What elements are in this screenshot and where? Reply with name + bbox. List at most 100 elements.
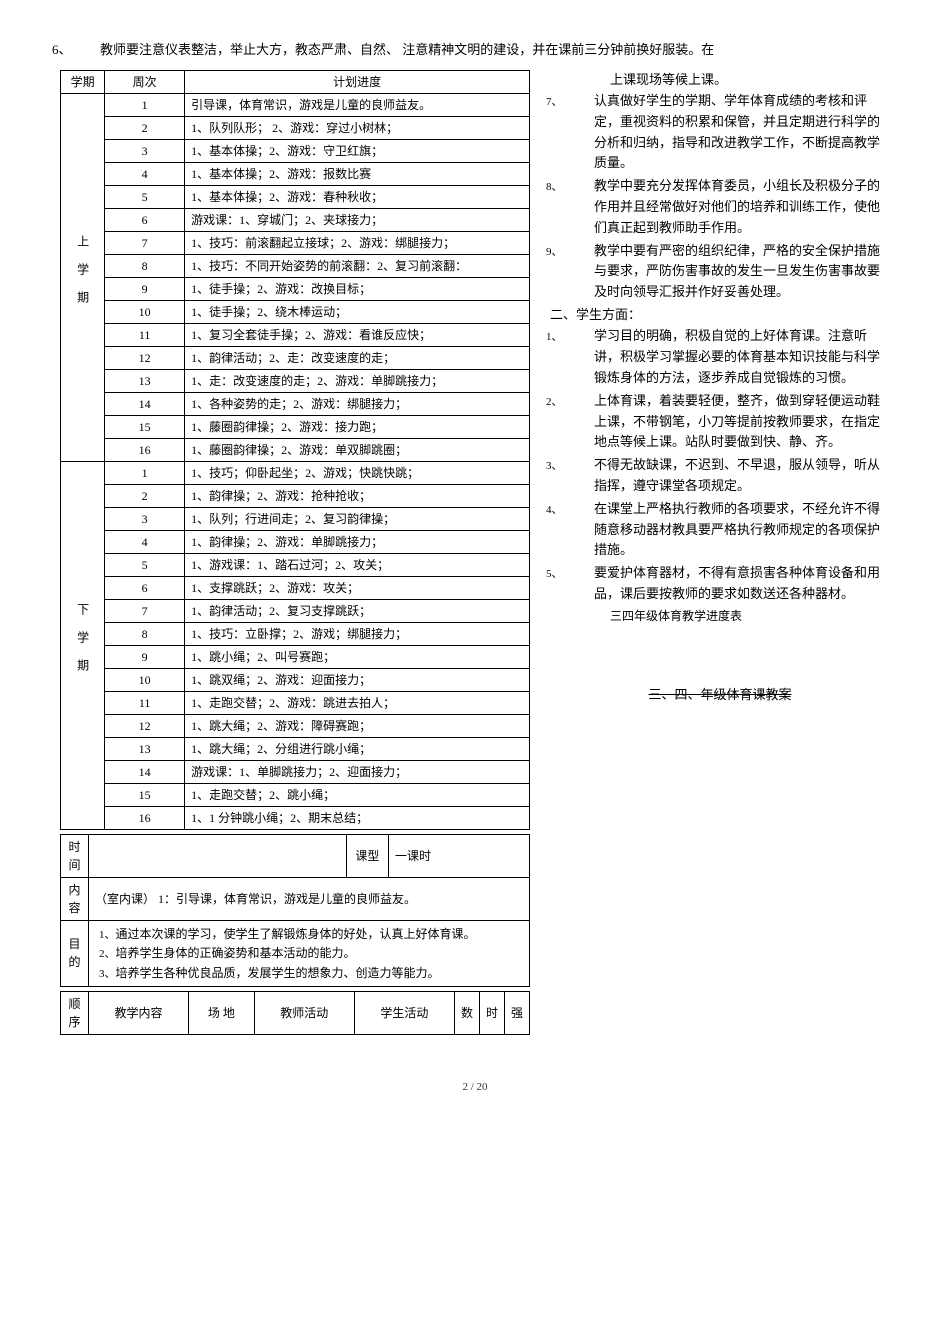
table-row-week: 16	[105, 438, 185, 461]
right-sub-title: 三四年级体育教学进度表	[550, 607, 890, 625]
objective-item: 3、培养学生各种优良品质，发展学生的想象力、创造力等能力。	[99, 964, 523, 983]
lesson-content-label: 内容	[61, 877, 89, 920]
table-row-plan: 1、基本体操；2、游戏：春种秋收；	[185, 185, 530, 208]
table-row-week: 14	[105, 392, 185, 415]
schedule-table: 学期 周次 计划进度 上学期1引导课，体育常识，游戏是儿童的良师益友。21、队列…	[60, 70, 530, 830]
lesson-objective-label: 目的	[61, 920, 89, 987]
table-row-plan: 1、跳大绳；2、游戏：障碍赛跑；	[185, 714, 530, 737]
lesson-time-label: 时间	[61, 834, 89, 877]
table-row-week: 15	[105, 415, 185, 438]
objective-item: 1、通过本次课的学习，使学生了解锻炼身体的好处，认真上好体育课。	[99, 925, 523, 944]
table-row-week: 6	[105, 208, 185, 231]
table-row-week: 5	[105, 553, 185, 576]
table-row-week: 8	[105, 254, 185, 277]
table-row-week: 7	[105, 231, 185, 254]
table-row-week: 16	[105, 806, 185, 829]
table-row-week: 9	[105, 645, 185, 668]
right-list-item: 5、要爱护体育器材，不得有意损害各种体育设备和用品，课后要按教师的要求如数送还各…	[550, 563, 890, 605]
lesson-table: 时间 课型 一课时 内容 （室内课） 1：引导课，体育常识，游戏是儿童的良师益友…	[60, 834, 530, 988]
table-row-week: 6	[105, 576, 185, 599]
table-row-plan: 1、走跑交替；2、跳小绳；	[185, 783, 530, 806]
right-list-item: 3、不得无故缺课，不迟到、不早退，服从领导，听从指挥，遵守课堂各项规定。	[550, 455, 890, 497]
table-row-week: 1	[105, 461, 185, 484]
table-row-plan: 1、队列队形； 2、游戏：穿过小树林；	[185, 116, 530, 139]
table-row-week: 14	[105, 760, 185, 783]
intro-text-6: 教师要注意仪表整洁，举止大方，教态严肃、自然、 注意精神文明的建设，并在课前三分…	[100, 42, 714, 57]
table-row-week: 2	[105, 484, 185, 507]
table-row-plan: 1、1 分钟跳小绳；2、期末总结；	[185, 806, 530, 829]
table-row-plan: 1、藤圈韵律操；2、游戏：单双脚跳圈；	[185, 438, 530, 461]
table-row-plan: 1、走：改变速度的走；2、游戏：单脚跳接力；	[185, 369, 530, 392]
right-list-item: 8、教学中要充分发挥体育委员，小组长及积极分子的作用并且经常做好对他们的培养和训…	[550, 176, 890, 238]
objective-list: 1、通过本次课的学习，使学生了解锻炼身体的好处，认真上好体育课。2、培养学生身体…	[95, 925, 523, 983]
table-row-week: 4	[105, 530, 185, 553]
table-row-week: 12	[105, 714, 185, 737]
intro-num-6: 6、	[76, 40, 100, 60]
table-row-plan: 游戏课：1、穿城门；2、夹球接力；	[185, 208, 530, 231]
table-row-plan: 1、基本体操；2、游戏：报数比赛	[185, 162, 530, 185]
right-list-item: 7、认真做好学生的学期、学年体育成绩的考核和评定，重视资料的积累和保管，并且定期…	[550, 91, 890, 174]
table-row-plan: 1、走跑交替；2、游戏：跳进去拍人；	[185, 691, 530, 714]
col-place: 场 地	[189, 992, 255, 1035]
table-row-plan: 1、游戏课：1、踏石过河；2、攻关；	[185, 553, 530, 576]
right-continuation: 上课现场等候上课。	[550, 70, 890, 90]
page-footer: 2 / 20	[60, 1079, 890, 1096]
table-row-week: 3	[105, 507, 185, 530]
table-row-week: 4	[105, 162, 185, 185]
lesson-content-value: （室内课） 1：引导课，体育常识，游戏是儿童的良师益友。	[89, 877, 530, 920]
col-teacher: 教师活动	[254, 992, 354, 1035]
right-column: 上课现场等候上课。 7、认真做好学生的学期、学年体育成绩的考核和评定，重视资料的…	[550, 70, 890, 1040]
right-list-item: 1、学习目的明确，积极自觉的上好体育课。注意听讲，积极学习掌握必要的体育基本知识…	[550, 326, 890, 388]
right-list-item: 4、在课堂上严格执行教师的各项要求，不经允许不得随意移动器材教具要严格执行教师规…	[550, 499, 890, 561]
header-week: 周次	[105, 70, 185, 93]
strike-title: 三、四、年级体育课教案	[550, 685, 890, 705]
table-row-week: 5	[105, 185, 185, 208]
intro-paragraph: 6、教师要注意仪表整洁，举止大方，教态严肃、自然、 注意精神文明的建设，并在课前…	[60, 40, 890, 60]
lesson-type-label: 课型	[346, 834, 388, 877]
table-row-week: 2	[105, 116, 185, 139]
table-row-week: 10	[105, 668, 185, 691]
table-row-week: 15	[105, 783, 185, 806]
objective-item: 2、培养学生身体的正确姿势和基本活动的能力。	[99, 944, 523, 963]
table-row-week: 1	[105, 93, 185, 116]
col-content: 教学内容	[89, 992, 189, 1035]
lesson-cols-table: 顺序 教学内容 场 地 教师活动 学生活动 数 时 强	[60, 991, 530, 1035]
table-row-plan: 1、韵律操；2、游戏：抢种抢收；	[185, 484, 530, 507]
col-time: 时	[479, 992, 504, 1035]
right-list-item: 9、教学中要有严密的组织纪律，严格的安全保护措施与要求，严防伤害事故的发生一旦发…	[550, 241, 890, 303]
table-row-week: 11	[105, 323, 185, 346]
table-row-plan: 1、徒手操；2、游戏：改换目标；	[185, 277, 530, 300]
table-row-week: 13	[105, 369, 185, 392]
table-row-plan: 1、各种姿势的走；2、游戏：绑腿接力；	[185, 392, 530, 415]
table-row-week: 9	[105, 277, 185, 300]
table-row-plan: 1、队列；行进间走；2、复习韵律操；	[185, 507, 530, 530]
term-upper: 上学期	[61, 93, 105, 461]
seq-label: 顺序	[61, 992, 89, 1035]
right-list-a: 7、认真做好学生的学期、学年体育成绩的考核和评定，重视资料的积累和保管，并且定期…	[550, 91, 890, 303]
right-list-b: 1、学习目的明确，积极自觉的上好体育课。注意听讲，积极学习掌握必要的体育基本知识…	[550, 326, 890, 604]
table-row-plan: 1、技巧：立卧撑；2、游戏；绑腿接力；	[185, 622, 530, 645]
table-row-week: 8	[105, 622, 185, 645]
right-list-item: 2、上体育课，着装要轻便，整齐，做到穿轻便运动鞋上课，不带钢笔，小刀等提前按教师…	[550, 391, 890, 453]
table-row-plan: 1、基本体操；2、游戏：守卫红旗；	[185, 139, 530, 162]
table-row-plan: 1、跳小绳；2、叫号赛跑；	[185, 645, 530, 668]
table-row-plan: 1、韵律活动；2、走：改变速度的走；	[185, 346, 530, 369]
col-intensity: 强	[504, 992, 529, 1035]
table-row-week: 7	[105, 599, 185, 622]
col-student: 学生活动	[354, 992, 454, 1035]
heading-b-num: 二、	[550, 307, 576, 322]
table-row-plan: 1、韵律活动；2、复习支撑跳跃；	[185, 599, 530, 622]
table-row-plan: 1、技巧：前滚翻起立接球；2、游戏：绑腿接力；	[185, 231, 530, 254]
table-row-plan: 1、藤圈韵律操；2、游戏：接力跑；	[185, 415, 530, 438]
table-row-plan: 引导课，体育常识，游戏是儿童的良师益友。	[185, 93, 530, 116]
left-column: 学期 周次 计划进度 上学期1引导课，体育常识，游戏是儿童的良师益友。21、队列…	[60, 70, 530, 1040]
table-row-plan: 1、徒手操；2、绕木棒运动；	[185, 300, 530, 323]
col-count: 数	[454, 992, 479, 1035]
lesson-type-value: 一课时	[388, 834, 529, 877]
header-plan: 计划进度	[185, 70, 530, 93]
table-row-week: 10	[105, 300, 185, 323]
table-row-week: 13	[105, 737, 185, 760]
table-row-plan: 1、支撑跳跃；2、游戏：攻关；	[185, 576, 530, 599]
table-row-week: 12	[105, 346, 185, 369]
right-heading-b: 二、学生方面：	[550, 305, 890, 325]
